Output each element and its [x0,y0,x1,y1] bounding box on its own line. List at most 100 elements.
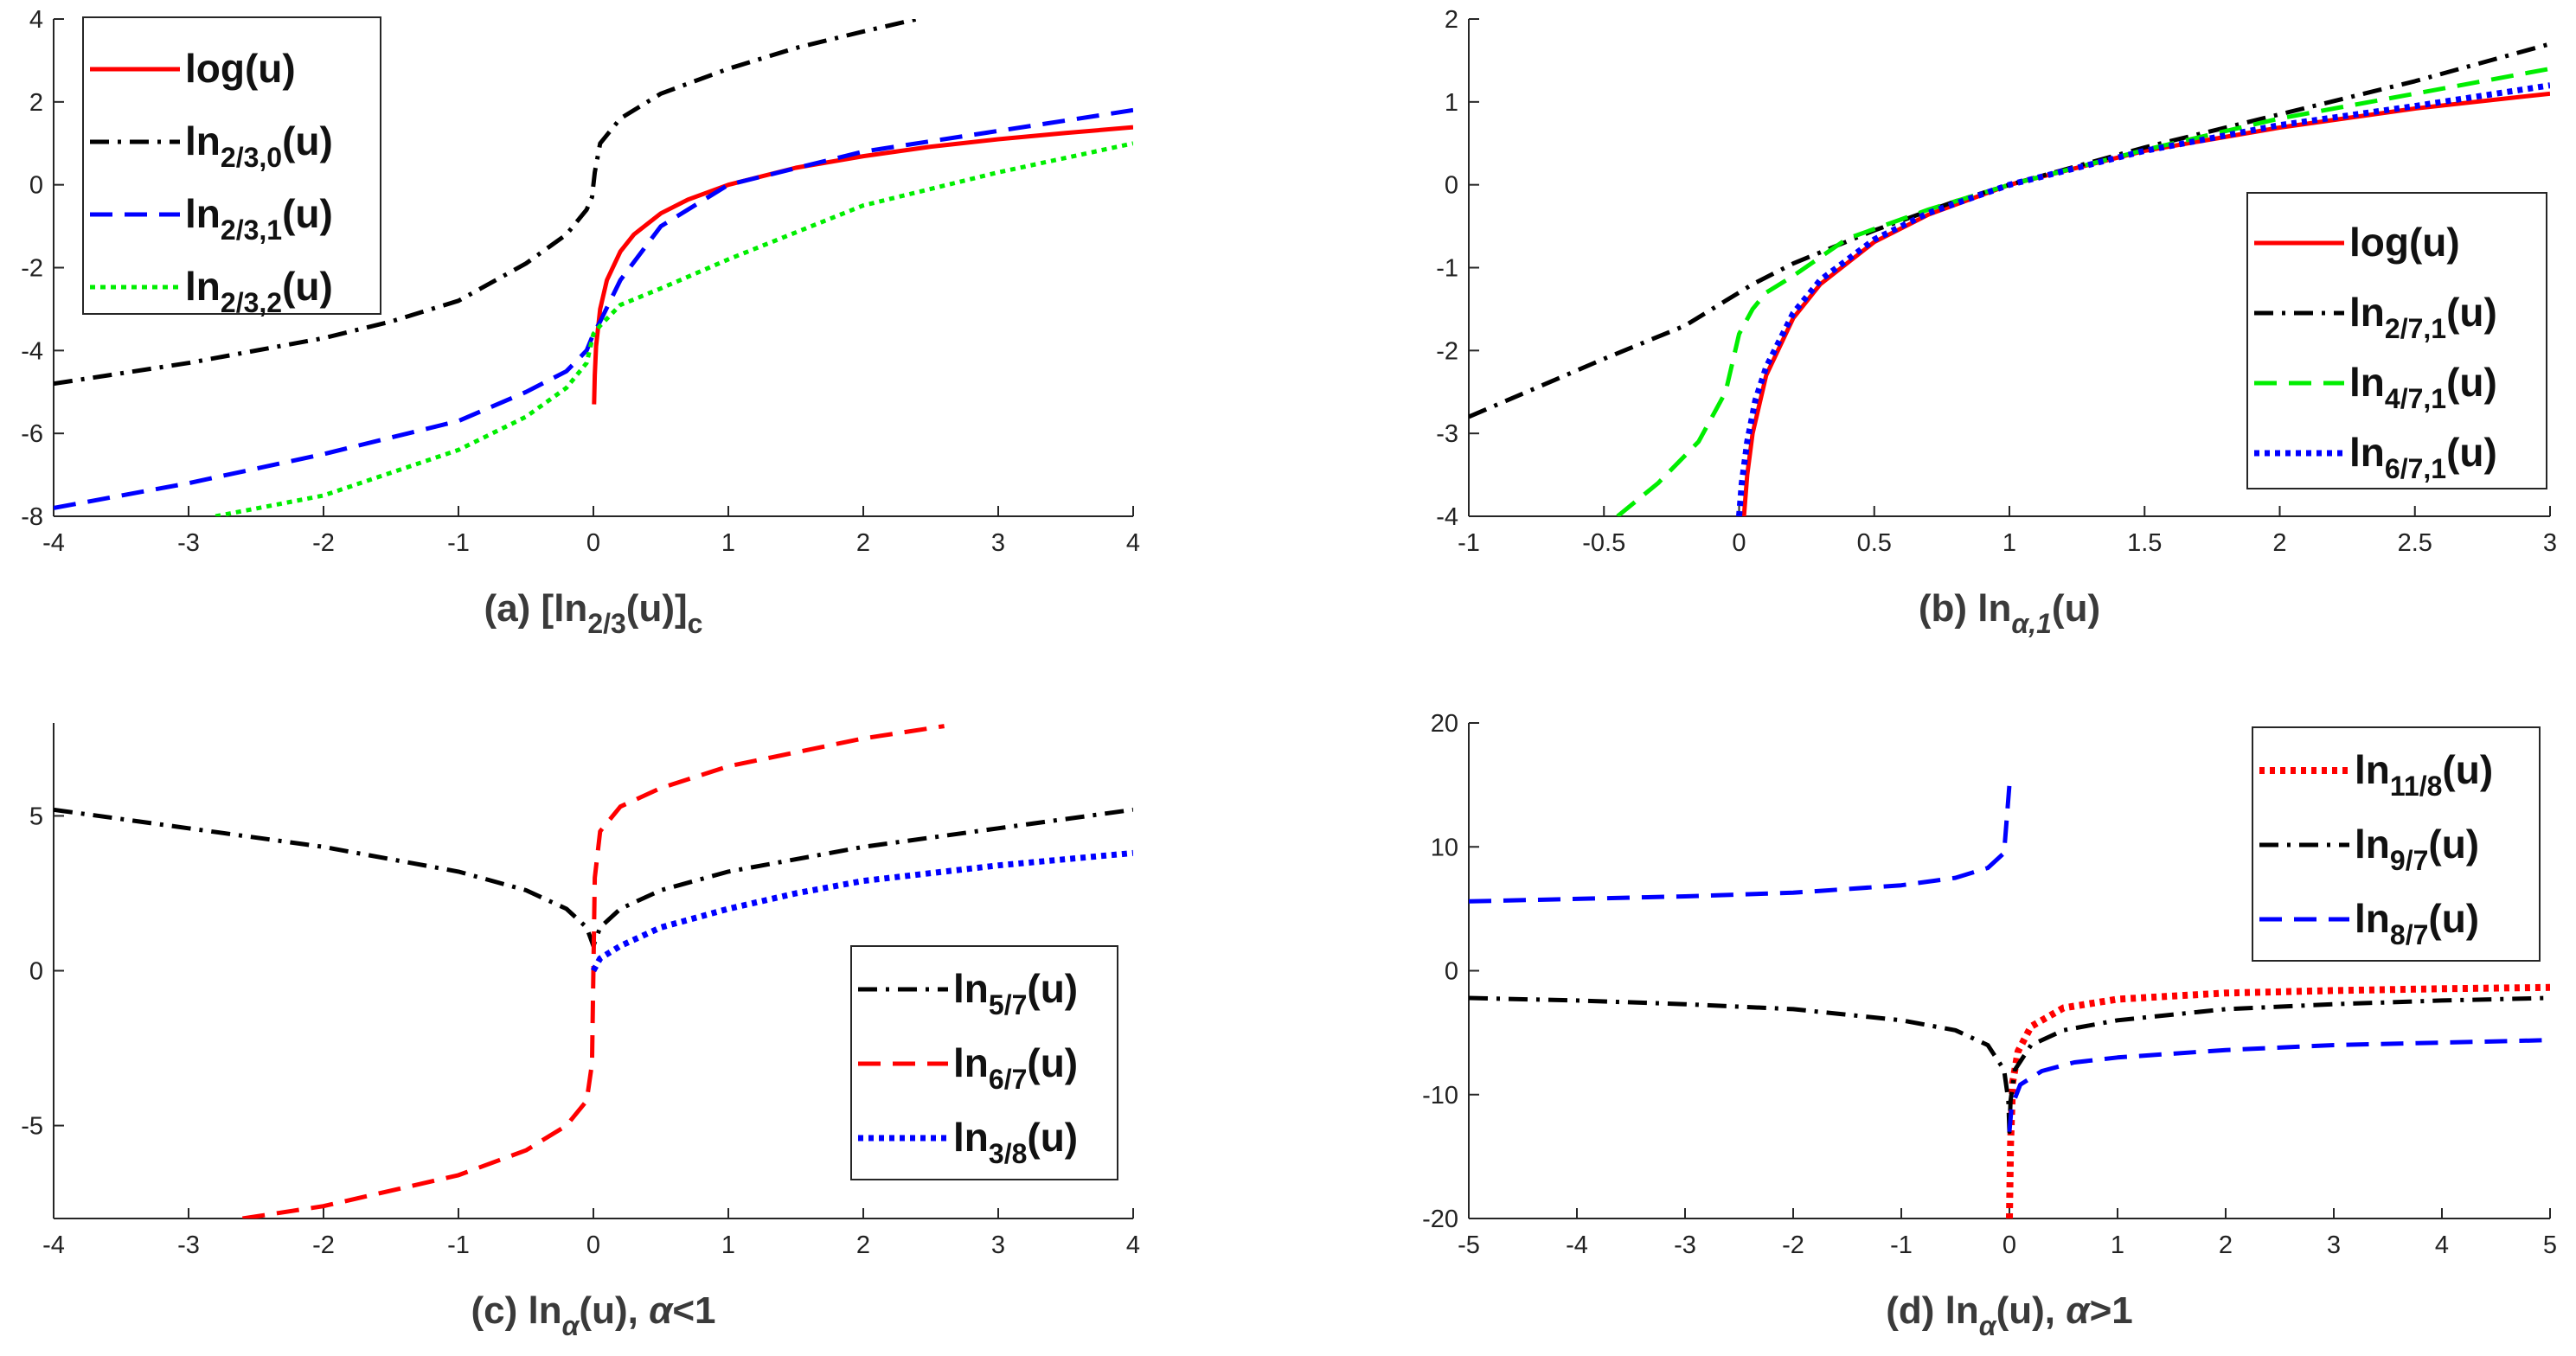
y-tick-label: 1 [1445,89,1458,117]
x-tick-label: 1.5 [2127,529,2162,557]
legend-label: ln6/7,1(u) [2349,430,2497,484]
y-tick-label: -3 [1436,420,1458,448]
panel-caption: (a) [ln2/3(u)]c [484,587,703,639]
x-tick-label: -1 [447,1231,470,1259]
x-tick-label: -3 [177,1231,200,1259]
legend-label: log(u) [185,46,296,91]
x-tick-label: -4 [42,529,65,557]
series-line-1 [1741,91,2550,516]
x-tick-label: -2 [1782,1231,1804,1259]
legend-label: ln8/7(u) [2355,896,2479,950]
x-tick-label: 4 [1126,1231,1140,1259]
panel-caption: (d) lnα(u), α>1 [1886,1289,2132,1341]
x-tick-label: 2 [856,1231,870,1259]
x-tick-label: 2 [2272,529,2286,557]
series-line-3 [590,849,1133,973]
series-line-3 [1469,784,2012,904]
x-tick-label: 0 [586,529,600,557]
x-tick-label: -0.5 [1582,529,1625,557]
y-tick-label: 5 [29,803,43,830]
y-tick-label: -1 [1436,255,1458,283]
legend-label: ln2/3,1(u) [185,191,333,246]
x-tick-label: -2 [312,529,335,557]
x-tick-label: 1 [721,1231,735,1259]
x-tick-label: -5 [1458,1231,1480,1259]
x-tick-label: 3 [991,1231,1005,1259]
y-tick-label: -5 [21,1113,43,1141]
series-line-2 [54,19,918,387]
series-line-1 [2006,983,2550,1218]
x-tick-label: 2.5 [2398,529,2432,557]
legend-box [2252,726,2541,962]
x-tick-label: 3 [2543,529,2557,557]
panel-2: -1 -0.5 0 0.5 1 1.5 2 2.5 3 -4 -3 -2 -1 0 1 2 log(u) ln2/… [1436,6,2557,639]
x-tick-label: -1 [447,529,470,557]
y-tick-label: 0 [29,172,43,200]
legend-label: ln9/7(u) [2355,822,2479,876]
x-tick-label: -1 [1890,1231,1913,1259]
legend-label: ln11/8(u) [2355,747,2493,802]
legend-label: ln5/7(u) [953,966,1078,1020]
x-tick-label: 0 [2002,1231,2016,1259]
x-tick-label: 3 [2327,1231,2341,1259]
y-tick-label: 0 [29,958,43,986]
x-tick-label: 2 [2219,1231,2233,1259]
series-group [1469,42,2550,516]
legend: ln5/7(u) ln6/7(u) ln3/8(u) [850,945,1118,1180]
series-line-3 [1616,67,2550,516]
y-tick-label: 10 [1431,834,1458,861]
panel-4: -5 -4 -3 -2 -1 0 1 2 3 4 5-20-1001020ln11/8(u)ln9/… [1422,710,2557,1341]
series-line-1 [592,125,1133,405]
series-group [54,724,1133,1218]
y-tick-label: -2 [1436,337,1458,365]
x-tick-label: 1 [2002,529,2016,557]
x-tick-label: 0 [586,1231,600,1259]
legend-label: ln2/7,1(u) [2349,290,2497,344]
panel-caption: (c) lnα(u), α<1 [471,1289,715,1341]
y-tick-label: 0 [1445,172,1458,200]
series-line-3 [54,107,1133,510]
y-tick-label: 4 [29,6,43,34]
x-tick-label: 1 [2111,1231,2124,1259]
y-tick-label: 2 [29,89,43,117]
x-tick-label: -4 [42,1231,65,1259]
legend-label: ln3/8(u) [953,1115,1078,1169]
legend-label: ln6/7(u) [953,1040,1078,1095]
legend-label: ln2/3,0(u) [185,118,333,173]
x-tick-label: -1 [1458,529,1480,557]
panel-1: -4 -3 -2 -1 0 1 2 3 4 -8 -6 -4 -2 0 2 4 log(u) ln2/3,0(u)… [21,6,1140,639]
x-tick-label: 4 [1126,529,1140,557]
x-tick-label: 0 [1732,529,1746,557]
panel-caption: (b) lnα,1(u) [1919,587,2100,639]
x-tick-label: 2 [856,529,870,557]
y-tick-label: -6 [21,420,43,448]
y-tick-label: 20 [1431,710,1458,738]
series-group [1469,784,2550,1218]
legend: ln11/8(u) ln9/7(u) ln8/7(u) [2252,726,2541,962]
series-line-2 [242,724,945,1218]
x-tick-label: -3 [1674,1231,1696,1259]
x-tick-label: 4 [2435,1231,2449,1259]
legend: log(u) ln2/7,1(u) ln4/7,1(u) ln6/7,1(u) [2246,192,2547,489]
legend-label: log(u) [2349,220,2460,265]
x-tick-label: -3 [177,529,200,557]
y-tick-label: -10 [1422,1082,1458,1110]
legend: log(u) ln2/3,0(u) ln2/3,1(u) ln2/3,2(u) [82,16,381,318]
legend-label: ln2/3,2(u) [185,264,333,318]
y-tick-label: -8 [21,503,43,531]
y-tick-label: -2 [21,255,43,283]
series-group [54,19,1133,516]
series-line-3-branch [2007,1038,2550,1132]
x-tick-label: 1 [721,529,735,557]
x-tick-label: 3 [991,529,1005,557]
x-tick-label: 5 [2543,1231,2557,1259]
y-tick-label: -4 [1436,503,1458,531]
x-tick-label: 0.5 [1857,529,1892,557]
y-tick-label: -4 [21,337,43,365]
panel-3: -4 -3 -2 -1 0 1 2 3 4 -5 0 5 ln5/7(u) ln6/7(u) ln3/8(u… [21,723,1140,1341]
y-tick-label: 0 [1445,958,1458,986]
y-tick-label: 2 [1445,6,1458,34]
x-tick-label: -2 [312,1231,335,1259]
y-tick-label: -20 [1422,1206,1458,1233]
